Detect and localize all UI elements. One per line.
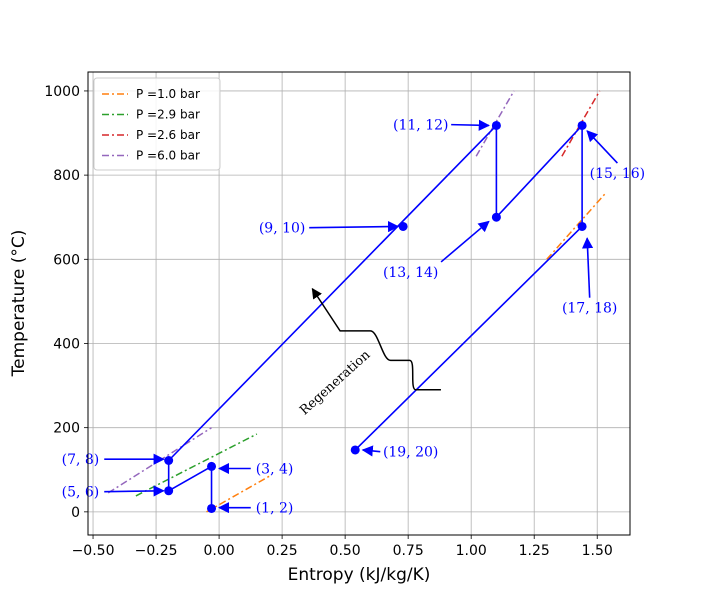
- regeneration-arrow: [311, 287, 441, 391]
- point-annotation-label: (7, 8): [62, 452, 100, 468]
- y-axis-title: Temperature (°C): [9, 230, 29, 378]
- point-annotation-label: (17, 18): [562, 301, 617, 317]
- y-tick-label: 400: [53, 336, 80, 352]
- state-point-marker: [491, 120, 501, 130]
- x-tick-label: 0.25: [267, 543, 298, 559]
- state-point-marker: [398, 221, 408, 231]
- point-annotation-label: (5, 6): [62, 485, 100, 501]
- x-tick-label: 0.00: [204, 543, 235, 559]
- x-tick-label: 1.00: [456, 543, 487, 559]
- y-tick-label: 600: [53, 252, 80, 268]
- legend-label: P =6.0 bar: [136, 149, 200, 163]
- point-annotation-arrow: [440, 220, 490, 263]
- point-annotation-label: (3, 4): [256, 461, 294, 477]
- isobar-line: [546, 193, 606, 260]
- point-annotation-arrow: [451, 119, 490, 131]
- y-tick-label: 0: [71, 505, 80, 521]
- point-annotation-label: (9, 10): [259, 221, 306, 237]
- x-tick-label: −0.25: [135, 543, 178, 559]
- legend-box: [93, 77, 221, 171]
- legend-label: P =2.6 bar: [136, 128, 200, 142]
- y-tick-label: 800: [53, 168, 80, 184]
- point-annotation-arrow: [586, 130, 618, 164]
- point-annotation-label: (15, 16): [590, 166, 645, 182]
- legend-label: P =2.9 bar: [136, 108, 200, 122]
- point-annotation-label: (13, 14): [383, 265, 438, 281]
- state-point-marker: [164, 486, 174, 496]
- isobar-line: [107, 427, 212, 494]
- isobar-line: [561, 90, 601, 157]
- y-tick-label: 1000: [44, 84, 80, 100]
- y-tick-label: 200: [53, 421, 80, 437]
- point-annotation-label: (1, 2): [256, 501, 294, 517]
- point-annotation-arrow: [309, 221, 400, 233]
- cycle-segment: [495, 124, 583, 218]
- state-point-marker: [577, 221, 587, 231]
- point-annotation-label: (11, 12): [393, 118, 448, 134]
- x-tick-label: −0.50: [72, 543, 115, 559]
- legend-label: P =1.0 bar: [136, 87, 200, 101]
- state-points: [164, 120, 587, 513]
- isobar-line: [135, 433, 258, 497]
- point-annotation-label: (19, 20): [383, 445, 438, 461]
- point-annotation-arrow: [581, 237, 594, 298]
- y-axis: 0 200 400 600 800 1000: [44, 84, 88, 521]
- regeneration-label: Regeneration: [297, 347, 374, 418]
- grid: [88, 72, 630, 535]
- cycle-segment: [354, 225, 583, 451]
- x-tick-label: 0.50: [330, 543, 361, 559]
- x-tick-label: 1.25: [519, 543, 550, 559]
- x-axis: −0.50 −0.25 0.00 0.25 0.50 0.75 1.00 1.25 1.50: [72, 535, 613, 559]
- plot-frame: [87, 71, 631, 536]
- point-annotations: (1, 2) (3, 4) (5, 6) (7, 8) (9, 10) (11, 12) (…: [62, 118, 646, 517]
- point-annotation-arrow: [104, 485, 165, 497]
- isobar-line: [475, 90, 515, 157]
- state-point-marker: [164, 455, 174, 465]
- state-point-marker: [207, 503, 217, 513]
- state-point-marker: [491, 212, 501, 222]
- legend: P =1.0 bar P =2.9 bar P =2.6 bar P =6.0 bar: [93, 77, 221, 171]
- cycle-lines: [167, 124, 583, 509]
- state-point-marker: [207, 461, 217, 471]
- state-point-marker: [577, 120, 587, 130]
- cycle-segment: [168, 465, 212, 492]
- x-tick-label: 0.75: [393, 543, 424, 559]
- state-point-marker: [350, 445, 360, 455]
- point-annotation-arrow: [361, 445, 381, 457]
- isobar-line: [206, 475, 270, 513]
- cycle-segment: [168, 124, 497, 462]
- x-tick-label: 1.50: [582, 543, 613, 559]
- x-axis-title: Entropy (kJ/kg/K): [288, 565, 431, 585]
